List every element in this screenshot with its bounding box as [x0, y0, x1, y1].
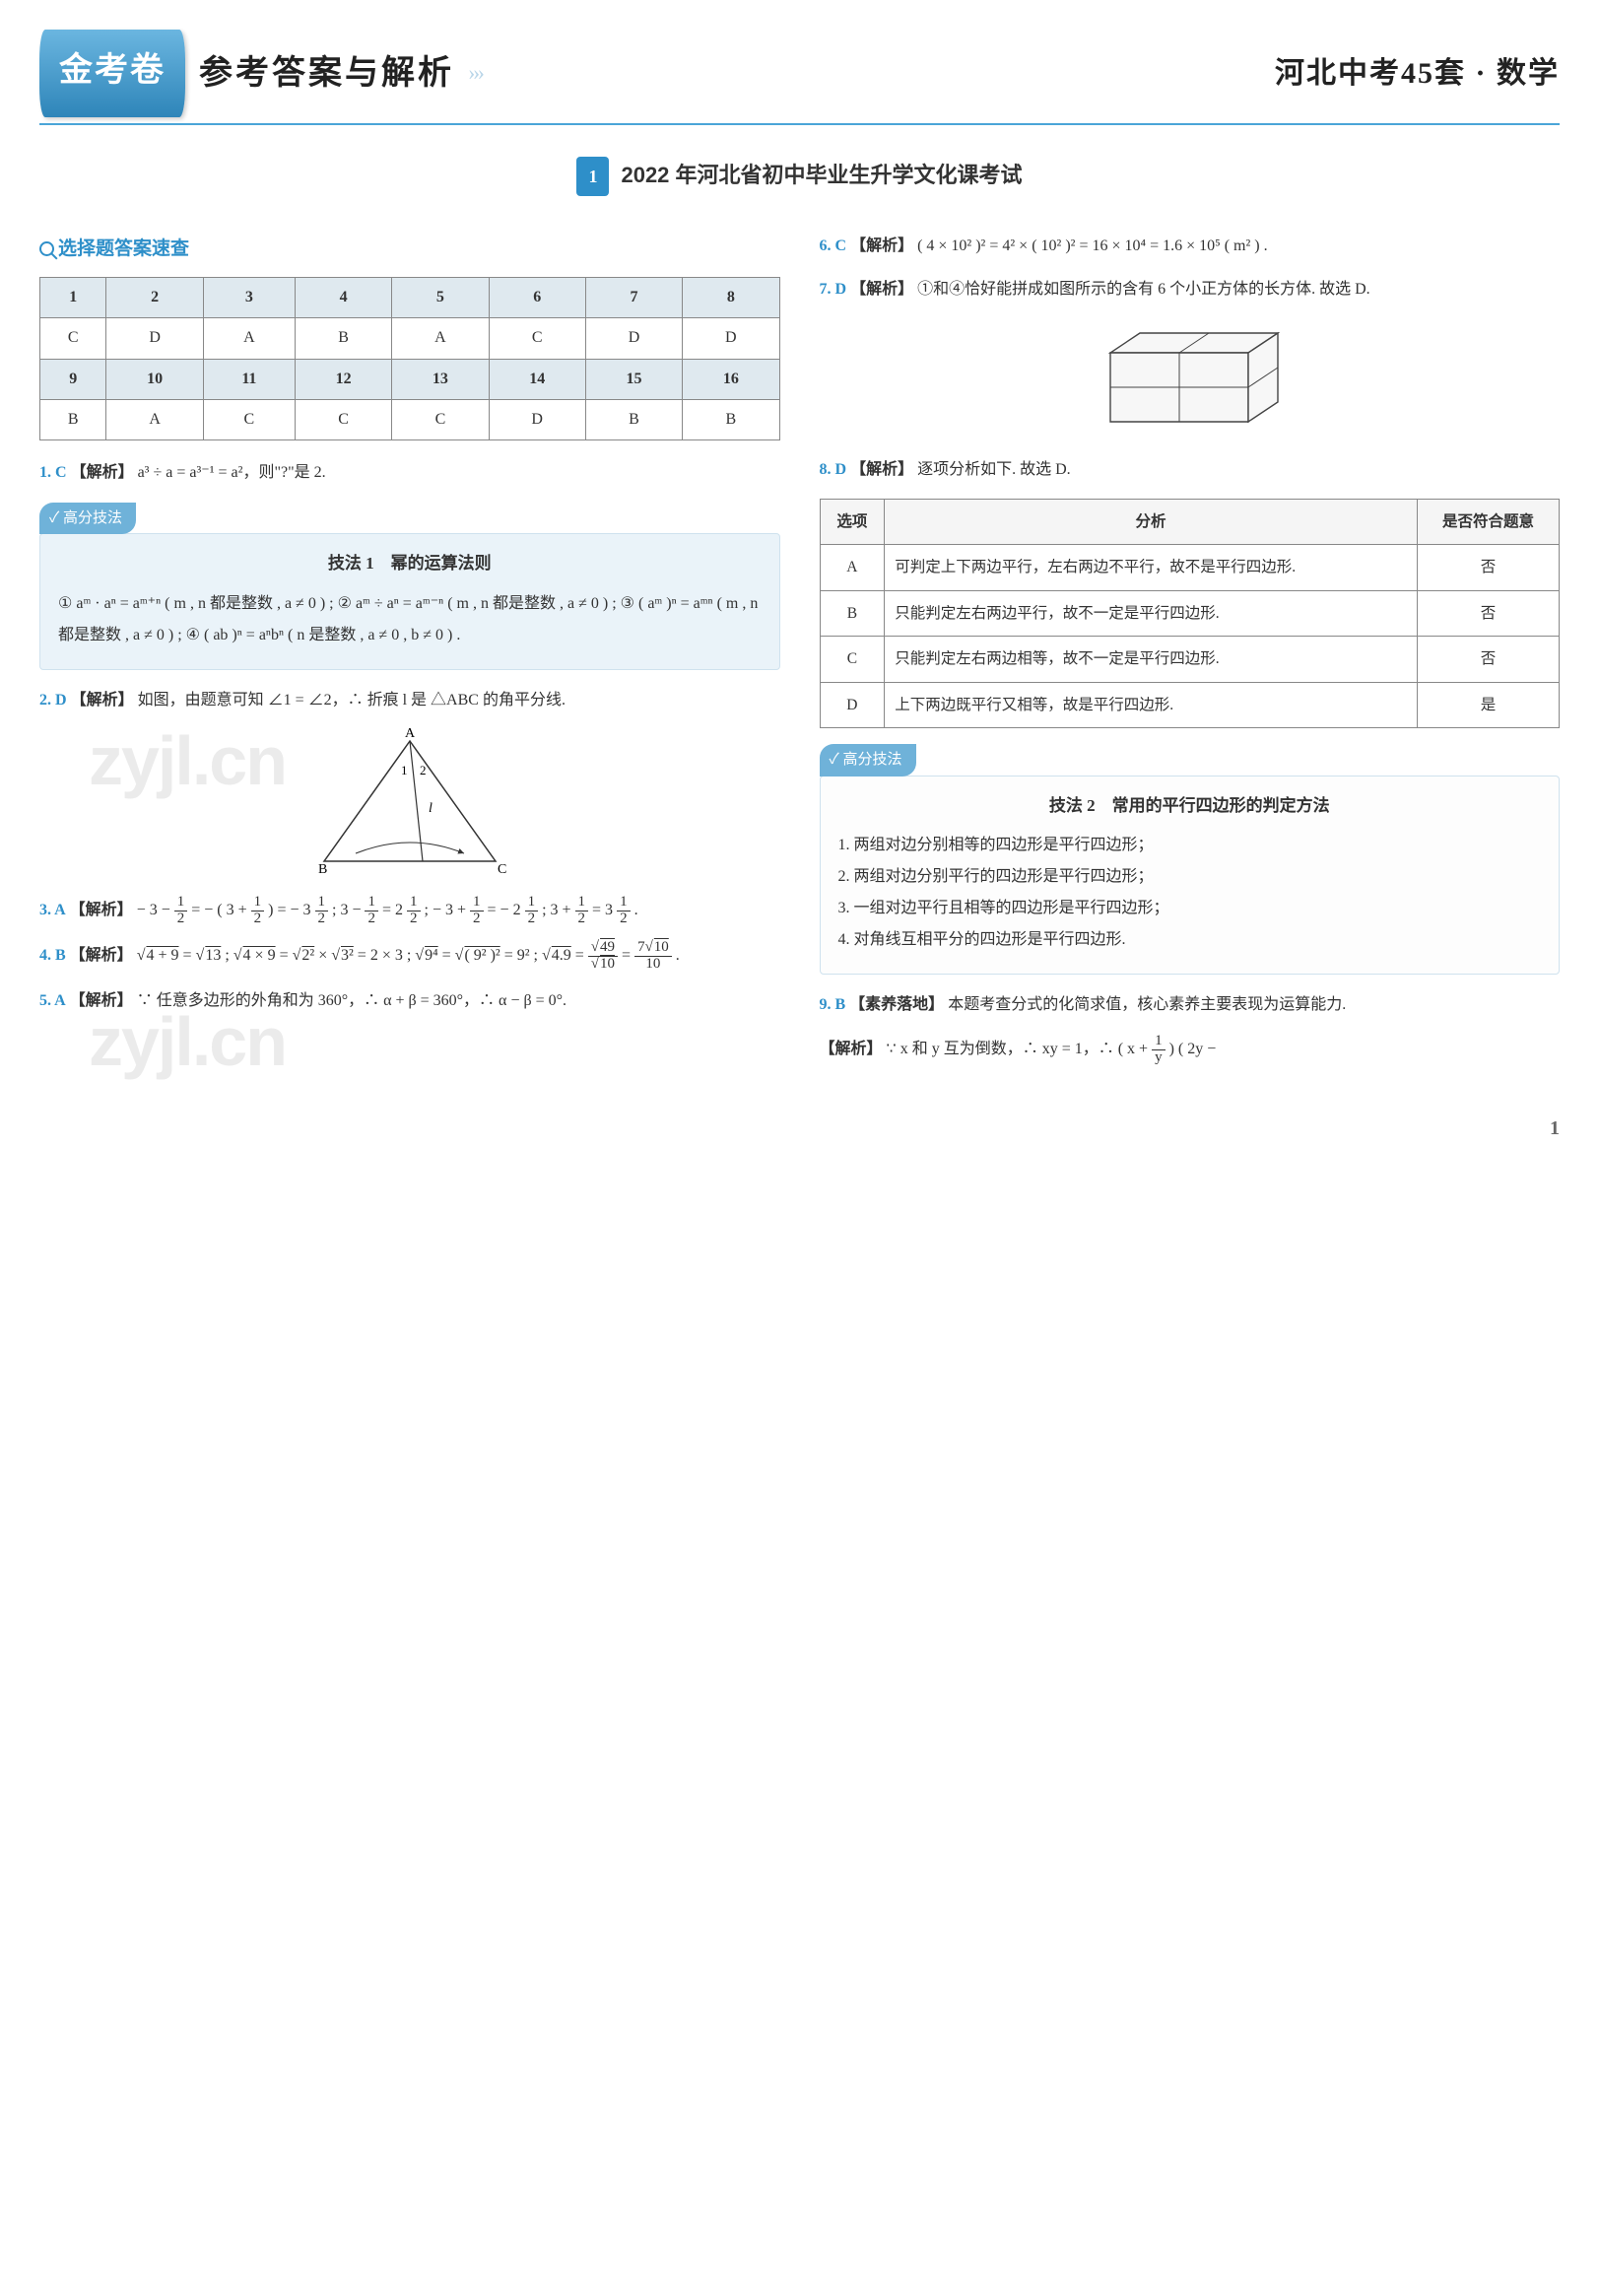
question-9: 9. B 【素养落地】 本题考查分式的化简求值，核心素养主要表现为运算能力.	[820, 990, 1561, 1020]
question-1: 1. C 【解析】 a³ ÷ a = a³⁻¹ = a²，则"?"是 2.	[39, 458, 780, 488]
tip-item: 1. 两组对边分别相等的四边形是平行四边形；	[838, 830, 1542, 861]
page-number: 1	[39, 1110, 1560, 1147]
header-title: 参考答案与解析	[199, 41, 454, 105]
question-4: 4. B 【解析】 √4 + 9 = √13 ; √4 × 9 = √2² × …	[39, 940, 780, 973]
tip-body: ① aᵐ · aⁿ = aᵐ⁺ⁿ ( m , n 都是整数 , a ≠ 0 ) …	[58, 588, 762, 651]
analysis-tag: 【解析】	[850, 281, 913, 298]
question-text: a³ ÷ a = a³⁻¹ = a²，则"?"是 2.	[138, 464, 326, 481]
tip-item: 3. 一组对边平行且相等的四边形是平行四边形；	[838, 893, 1542, 924]
table-row: A可判定上下两边平行，左右两边不平行，故不是平行四边形.否	[820, 545, 1560, 590]
question-8: 8. D 【解析】 逐项分析如下. 故选 D.	[820, 455, 1561, 485]
tip-item: 4. 对角线互相平分的四边形是平行四边形.	[838, 924, 1542, 956]
analysis-tag: 【解析】	[71, 464, 134, 481]
answer-grid-table: 12345678 CDABACDD 910111213141516 BACCCD…	[39, 277, 780, 441]
analysis-tag: 【解析】	[850, 237, 913, 254]
question-number: 8. D	[820, 461, 847, 478]
table-row: CDABACDD	[40, 318, 780, 359]
table-row: 12345678	[40, 277, 780, 317]
table-row: B只能判定左右两边平行，故不一定是平行四边形.否	[820, 590, 1560, 636]
quick-lookup-label: 选择题答案速查	[39, 232, 780, 267]
table-row: 选项 分析 是否符合题意	[820, 499, 1560, 544]
question-5: 5. A 【解析】 ∵ 任意多边形的外角和为 360°，∴ α + β = 36…	[39, 986, 780, 1016]
question-7: 7. D 【解析】 ①和④恰好能拼成如图所示的含有 6 个小正方体的长方体. 故…	[820, 275, 1561, 440]
table-row: D上下两边既平行又相等，故是平行四边形.是	[820, 682, 1560, 727]
question-2: 2. D 【解析】 如图，由题意可知 ∠1 = ∠2，∴ 折痕 l 是 △ABC…	[39, 686, 780, 881]
question-number: 4. B	[39, 947, 66, 964]
analysis-tag: 【解析】	[850, 461, 913, 478]
question-6: 6. C 【解析】 ( 4 × 10² )² = 4² × ( 10² )² =…	[820, 232, 1561, 261]
table-row: BACCCDBB	[40, 400, 780, 440]
tip-badge: 高分技法	[39, 503, 136, 535]
svg-text:1: 1	[401, 763, 408, 777]
question-number: 3. A	[39, 902, 66, 918]
question-text: − 3 − 12 = − ( 3 + 12 ) = − 3 12 ; 3 − 1…	[137, 902, 638, 918]
tip-box-2: 技法 2 常用的平行四边形的判定方法 1. 两组对边分别相等的四边形是平行四边形…	[820, 776, 1561, 975]
two-column-layout: 选择题答案速查 12345678 CDABACDD 91011121314151…	[39, 232, 1560, 1080]
tip-title: 技法 2 常用的平行四边形的判定方法	[838, 790, 1542, 822]
section-number-badge: 1	[576, 157, 609, 196]
question-number: 7. D	[820, 281, 847, 298]
question-text: ( 4 × 10² )² = 4² × ( 10² )² = 16 × 10⁴ …	[917, 237, 1268, 254]
section-text: 2022 年河北省初中毕业生升学文化课考试	[621, 163, 1022, 187]
analysis-tag: 【解析】	[70, 902, 133, 918]
svg-text:l: l	[429, 801, 433, 816]
cuboid-figure	[1081, 313, 1298, 441]
question-number: 5. A	[39, 992, 66, 1009]
header-arrows: › › ›	[468, 52, 481, 94]
analysis-tag: 【解析】	[820, 1041, 883, 1057]
logo-badge: 金考卷	[39, 30, 185, 117]
question-9-analysis: 【解析】 ∵ x 和 y 互为倒数，∴ xy = 1，∴ ( x + 1y ) …	[820, 1034, 1561, 1066]
question-text: √4 + 9 = √13 ; √4 × 9 = √2² × √3² = 2 × …	[137, 947, 680, 964]
question-text: ①和④恰好能拼成如图所示的含有 6 个小正方体的长方体. 故选 D.	[917, 281, 1370, 298]
question-text: 本题考查分式的化简求值，核心素养主要表现为运算能力.	[948, 996, 1346, 1013]
tip-title: 技法 1 幂的运算法则	[58, 548, 762, 579]
triangle-figure: A B C 1 2 l	[297, 723, 523, 881]
svg-text:2: 2	[420, 763, 427, 777]
question-number: 2. D	[39, 692, 67, 709]
question-3: 3. A 【解析】 − 3 − 12 = − ( 3 + 12 ) = − 3 …	[39, 895, 780, 927]
table-row: 910111213141516	[40, 359, 780, 399]
competency-tag: 【素养落地】	[849, 996, 944, 1013]
left-column: 选择题答案速查 12345678 CDABACDD 91011121314151…	[39, 232, 780, 1080]
header-subtitle: 河北中考45套 · 数学	[1275, 45, 1560, 101]
section-title: 1 2022 年河北省初中毕业生升学文化课考试	[39, 155, 1560, 196]
question-text: 如图，由题意可知 ∠1 = ∠2，∴ 折痕 l 是 △ABC 的角平分线.	[138, 692, 566, 709]
question-text: ∵ 任意多边形的外角和为 360°，∴ α + β = 360°，∴ α − β…	[137, 992, 566, 1009]
svg-text:C: C	[498, 862, 506, 877]
magnifier-icon	[39, 241, 54, 256]
right-column: 6. C 【解析】 ( 4 × 10² )² = 4² × ( 10² )² =…	[820, 232, 1561, 1080]
analysis-table: 选项 分析 是否符合题意 A可判定上下两边平行，左右两边不平行，故不是平行四边形…	[820, 499, 1561, 728]
question-text: ∵ x 和 y 互为倒数，∴ xy = 1，∴ ( x + 1y ) ( 2y …	[887, 1041, 1217, 1057]
question-number: 1. C	[39, 464, 67, 481]
analysis-tag: 【解析】	[70, 992, 133, 1009]
header-bar: 金考卷 参考答案与解析 › › › 河北中考45套 · 数学	[39, 30, 1560, 125]
svg-text:B: B	[318, 862, 327, 877]
question-number: 9. B	[820, 996, 846, 1013]
table-row: C只能判定左右两边相等，故不一定是平行四边形.否	[820, 637, 1560, 682]
tip-item: 2. 两组对边分别平行的四边形是平行四边形；	[838, 861, 1542, 893]
analysis-tag: 【解析】	[71, 692, 134, 709]
question-number: 6. C	[820, 237, 847, 254]
tip-badge: 高分技法	[820, 744, 916, 777]
analysis-tag: 【解析】	[70, 947, 133, 964]
question-text: 逐项分析如下. 故选 D.	[917, 461, 1071, 478]
tip-box-1: 技法 1 幂的运算法则 ① aᵐ · aⁿ = aᵐ⁺ⁿ ( m , n 都是整…	[39, 533, 780, 669]
svg-text:A: A	[405, 726, 416, 741]
watermark: zyjl.cn	[89, 696, 286, 827]
